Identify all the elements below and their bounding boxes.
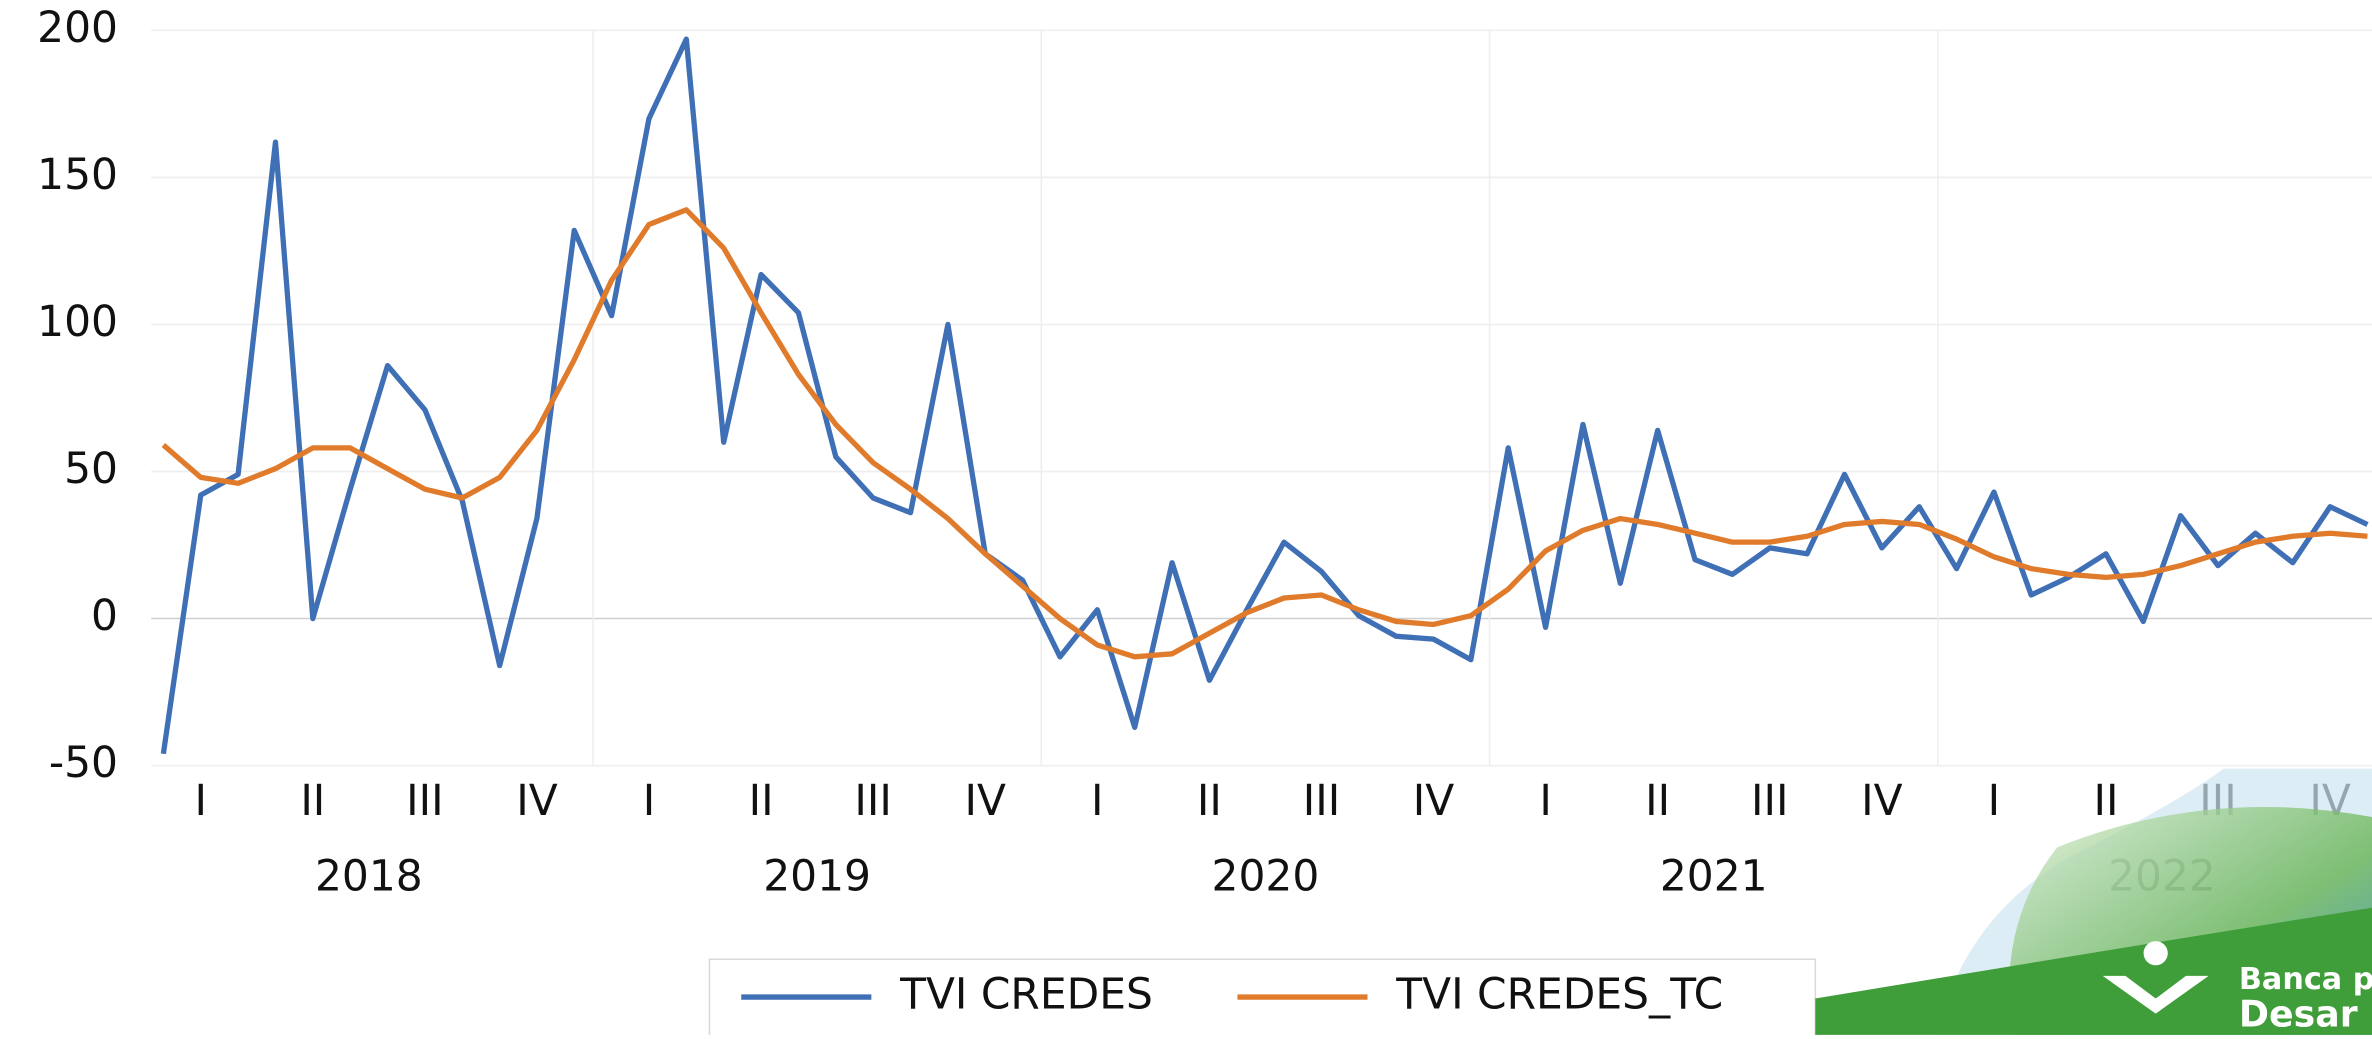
x-tick-label: I (1091, 776, 1104, 825)
x-tick-label: II (1645, 776, 1670, 825)
x-tick-label: IV (1861, 776, 1902, 825)
series-line (161, 207, 2368, 660)
x-tick-label: III (854, 776, 891, 825)
x-tick-label: IV (965, 776, 1006, 825)
y-tick-label: 150 (37, 150, 118, 199)
x-tick-label: II (2093, 776, 2118, 825)
x-tick-label: I (194, 776, 207, 825)
x-tick-label: IV (1413, 776, 1454, 825)
year-label: 2018 (315, 852, 423, 901)
x-tick-label: I (1988, 776, 2001, 825)
x-tick-label: III (1303, 776, 1340, 825)
logo: Banca p Desar (1815, 768, 2372, 1036)
y-tick-label: 50 (64, 444, 118, 493)
logo-text: Banca p (2239, 962, 2372, 997)
year-label: 2019 (763, 852, 871, 901)
y-tick-label: 0 (91, 591, 118, 640)
x-tick-label: II (1197, 776, 1222, 825)
x-tick-label: II (300, 776, 325, 825)
x-tick-label: IV (516, 776, 557, 825)
year-label: 2020 (1212, 852, 1320, 901)
logo-text: Desar (2239, 993, 2358, 1035)
year-label: 2021 (1660, 852, 1768, 901)
series-line (160, 36, 2369, 755)
legend-label: TVI CREDES (899, 970, 1153, 1019)
x-tick-label: III (1751, 776, 1788, 825)
y-tick-label: 200 (37, 3, 118, 52)
y-tick-label: -50 (49, 738, 118, 787)
legend-label: TVI CREDES_TC (1395, 970, 1723, 1019)
y-tick-label: 100 (37, 297, 118, 346)
x-tick-label: I (1539, 776, 1552, 825)
x-tick-label: III (406, 776, 443, 825)
x-tick-label: I (643, 776, 655, 825)
x-tick-label: II (749, 776, 774, 825)
